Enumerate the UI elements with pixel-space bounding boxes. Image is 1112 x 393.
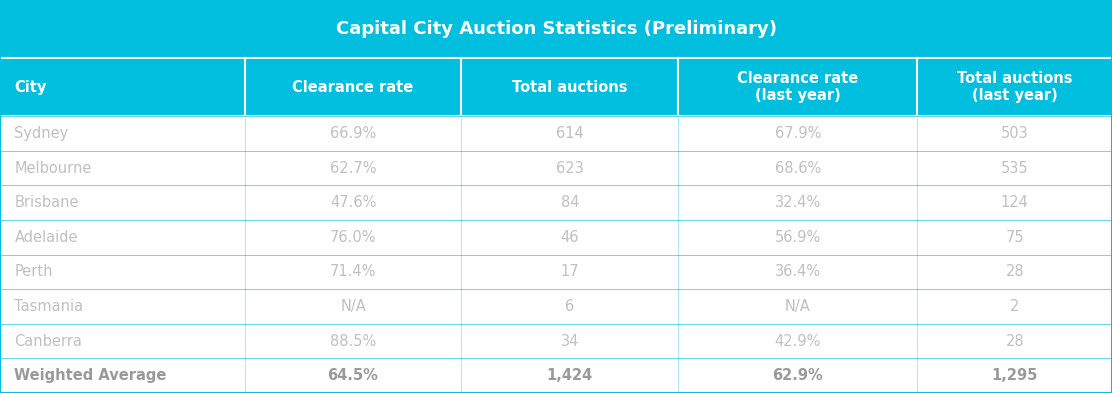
Text: 42.9%: 42.9% bbox=[775, 334, 821, 349]
Text: 75: 75 bbox=[1005, 230, 1024, 245]
Text: 1,295: 1,295 bbox=[992, 368, 1037, 383]
Text: N/A: N/A bbox=[785, 299, 811, 314]
Text: 62.9%: 62.9% bbox=[773, 368, 823, 383]
Text: 124: 124 bbox=[1001, 195, 1029, 210]
Text: 76.0%: 76.0% bbox=[330, 230, 376, 245]
Bar bbox=[0, 0, 1112, 58]
Text: 56.9%: 56.9% bbox=[775, 230, 821, 245]
Text: 503: 503 bbox=[1001, 126, 1029, 141]
Text: 47.6%: 47.6% bbox=[330, 195, 376, 210]
Text: 67.9%: 67.9% bbox=[775, 126, 821, 141]
Bar bbox=[0, 324, 1112, 358]
Text: 68.6%: 68.6% bbox=[775, 161, 821, 176]
Text: 614: 614 bbox=[556, 126, 584, 141]
Text: 623: 623 bbox=[556, 161, 584, 176]
Text: 6: 6 bbox=[565, 299, 575, 314]
Text: 34: 34 bbox=[560, 334, 579, 349]
Text: Total auctions: Total auctions bbox=[513, 80, 627, 95]
Text: Adelaide: Adelaide bbox=[14, 230, 78, 245]
Bar bbox=[0, 58, 1112, 116]
Bar bbox=[0, 289, 1112, 324]
Text: Weighted Average: Weighted Average bbox=[14, 368, 167, 383]
Text: 36.4%: 36.4% bbox=[775, 264, 821, 279]
Bar bbox=[0, 151, 1112, 185]
Text: Melbourne: Melbourne bbox=[14, 161, 92, 176]
Text: City: City bbox=[14, 80, 47, 95]
Text: 1,424: 1,424 bbox=[547, 368, 593, 383]
Text: Tasmania: Tasmania bbox=[14, 299, 83, 314]
Text: 17: 17 bbox=[560, 264, 579, 279]
Text: 28: 28 bbox=[1005, 264, 1024, 279]
Text: 62.7%: 62.7% bbox=[330, 161, 376, 176]
Bar bbox=[0, 255, 1112, 289]
Text: 88.5%: 88.5% bbox=[330, 334, 376, 349]
Text: 84: 84 bbox=[560, 195, 579, 210]
Bar bbox=[0, 220, 1112, 255]
Text: 46: 46 bbox=[560, 230, 579, 245]
Text: 28: 28 bbox=[1005, 334, 1024, 349]
Text: 66.9%: 66.9% bbox=[330, 126, 376, 141]
Text: Sydney: Sydney bbox=[14, 126, 69, 141]
Text: 32.4%: 32.4% bbox=[775, 195, 821, 210]
Text: Brisbane: Brisbane bbox=[14, 195, 79, 210]
Text: Canberra: Canberra bbox=[14, 334, 82, 349]
Bar bbox=[0, 358, 1112, 393]
Text: 71.4%: 71.4% bbox=[330, 264, 376, 279]
Bar bbox=[0, 185, 1112, 220]
Text: Clearance rate
(last year): Clearance rate (last year) bbox=[737, 71, 858, 103]
Text: Capital City Auction Statistics (Preliminary): Capital City Auction Statistics (Prelimi… bbox=[336, 20, 776, 38]
Text: Clearance rate: Clearance rate bbox=[292, 80, 414, 95]
Text: 64.5%: 64.5% bbox=[328, 368, 378, 383]
Text: 535: 535 bbox=[1001, 161, 1029, 176]
Text: Total auctions
(last year): Total auctions (last year) bbox=[957, 71, 1072, 103]
Bar bbox=[0, 116, 1112, 151]
Text: 2: 2 bbox=[1010, 299, 1020, 314]
Text: Perth: Perth bbox=[14, 264, 53, 279]
Text: N/A: N/A bbox=[340, 299, 366, 314]
